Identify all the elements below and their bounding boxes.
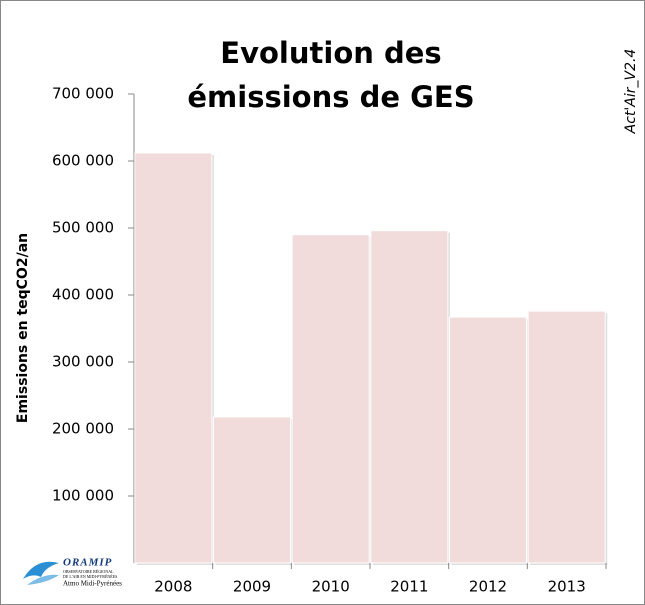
- chart-title: Evolution des émissions de GES: [187, 36, 475, 114]
- x-tick-label: 2012: [469, 578, 507, 596]
- x-tick-label: 2008: [154, 578, 192, 596]
- logo-name: ORAMIP: [63, 557, 112, 569]
- y-tick-label: 400 000: [52, 286, 114, 304]
- bar: [448, 316, 528, 564]
- bar: [134, 152, 213, 564]
- logo-swoosh: [27, 574, 59, 585]
- bar: [370, 230, 449, 564]
- bar: [212, 416, 292, 564]
- logo-swoosh: [23, 561, 59, 579]
- y-tick-label: 600 000: [52, 152, 114, 170]
- x-tick-label: 2011: [390, 578, 428, 596]
- y-axis-label: Emissions en teqCO2/an: [15, 233, 31, 423]
- y-tick-label: 200 000: [52, 420, 114, 438]
- y-tick-label: 100 000: [52, 487, 114, 505]
- x-tick-label: 2010: [312, 578, 350, 596]
- y-tick-label: 500 000: [52, 219, 114, 237]
- x-tick-label: 2009: [233, 578, 271, 596]
- version-label: Act'Air_V2.4: [623, 49, 639, 135]
- x-tick-label: 2013: [548, 578, 586, 596]
- bar: [291, 234, 370, 564]
- logo-text: Atmo Midi-Pyrénées: [63, 580, 122, 588]
- logo-text: OBSERVATOIRE RÉGIONAL: [63, 569, 114, 574]
- logo-text: DE L'AIR EN MIDI-PYRÉNÉES: [63, 574, 117, 579]
- logo: ORAMIP OBSERVATOIRE RÉGIONAL DE L'AIR EN…: [23, 557, 122, 588]
- y-tick-label: 700 000: [52, 85, 114, 103]
- bar: [527, 310, 606, 564]
- y-tick-label: 300 000: [52, 353, 114, 371]
